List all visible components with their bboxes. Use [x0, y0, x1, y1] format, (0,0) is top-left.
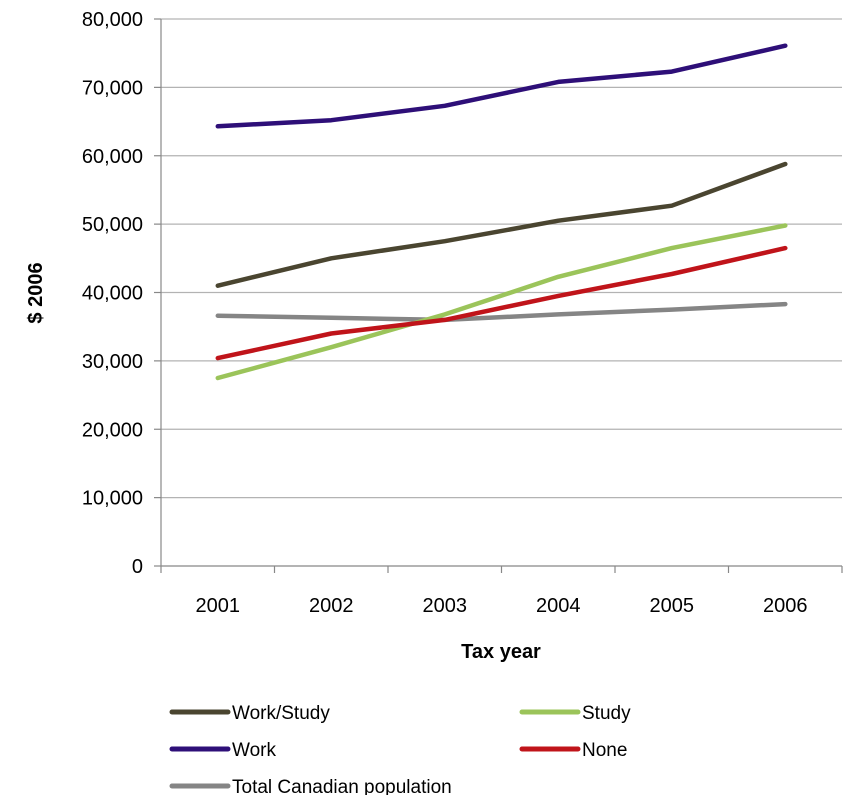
y-tick-label: 80,000 [82, 9, 143, 31]
x-tick-label: 2004 [536, 595, 581, 617]
legend-label-none: None [582, 740, 627, 761]
series-line-work-study [215, 161, 788, 288]
x-tick-label: 2003 [423, 595, 468, 617]
axes [154, 18, 843, 573]
y-tick-label: 50,000 [82, 214, 143, 236]
series-line-total-canadian-population [215, 301, 788, 323]
series-lines [215, 43, 788, 381]
legend-label-work: Work [232, 740, 276, 761]
y-axis-title: $ 2006 [25, 262, 47, 323]
legend: Work/Study Study Work None Total Canadian po… [169, 703, 631, 795]
y-tick-label: 0 [132, 556, 143, 578]
x-axis-title: Tax year [461, 641, 541, 663]
series-line-work [215, 43, 788, 129]
legend-label-total-canadian-population: Total Canadian population [232, 777, 452, 795]
y-tick-label: 30,000 [82, 351, 143, 373]
x-tick-label: 2006 [763, 595, 808, 617]
series-line-none [215, 245, 788, 361]
y-tick-label: 70,000 [82, 77, 143, 99]
x-tick-labels: 2001 2002 2003 2004 2005 2006 [196, 595, 808, 617]
series-line-study [215, 223, 788, 381]
x-tick-label: 2001 [196, 595, 241, 617]
y-tick-label: 40,000 [82, 283, 143, 305]
legend-label-work-study: Work/Study [232, 703, 330, 724]
legend-label-study: Study [582, 703, 631, 724]
y-tick-labels: 0 10,000 20,000 30,000 40,000 50,000 60,000 70,… [82, 9, 143, 578]
x-tick-label: 2002 [309, 595, 354, 617]
x-tick-label: 2005 [650, 595, 695, 617]
y-tick-label: 20,000 [82, 419, 143, 441]
y-tick-label: 10,000 [82, 488, 143, 510]
y-tick-label: 60,000 [82, 146, 143, 168]
